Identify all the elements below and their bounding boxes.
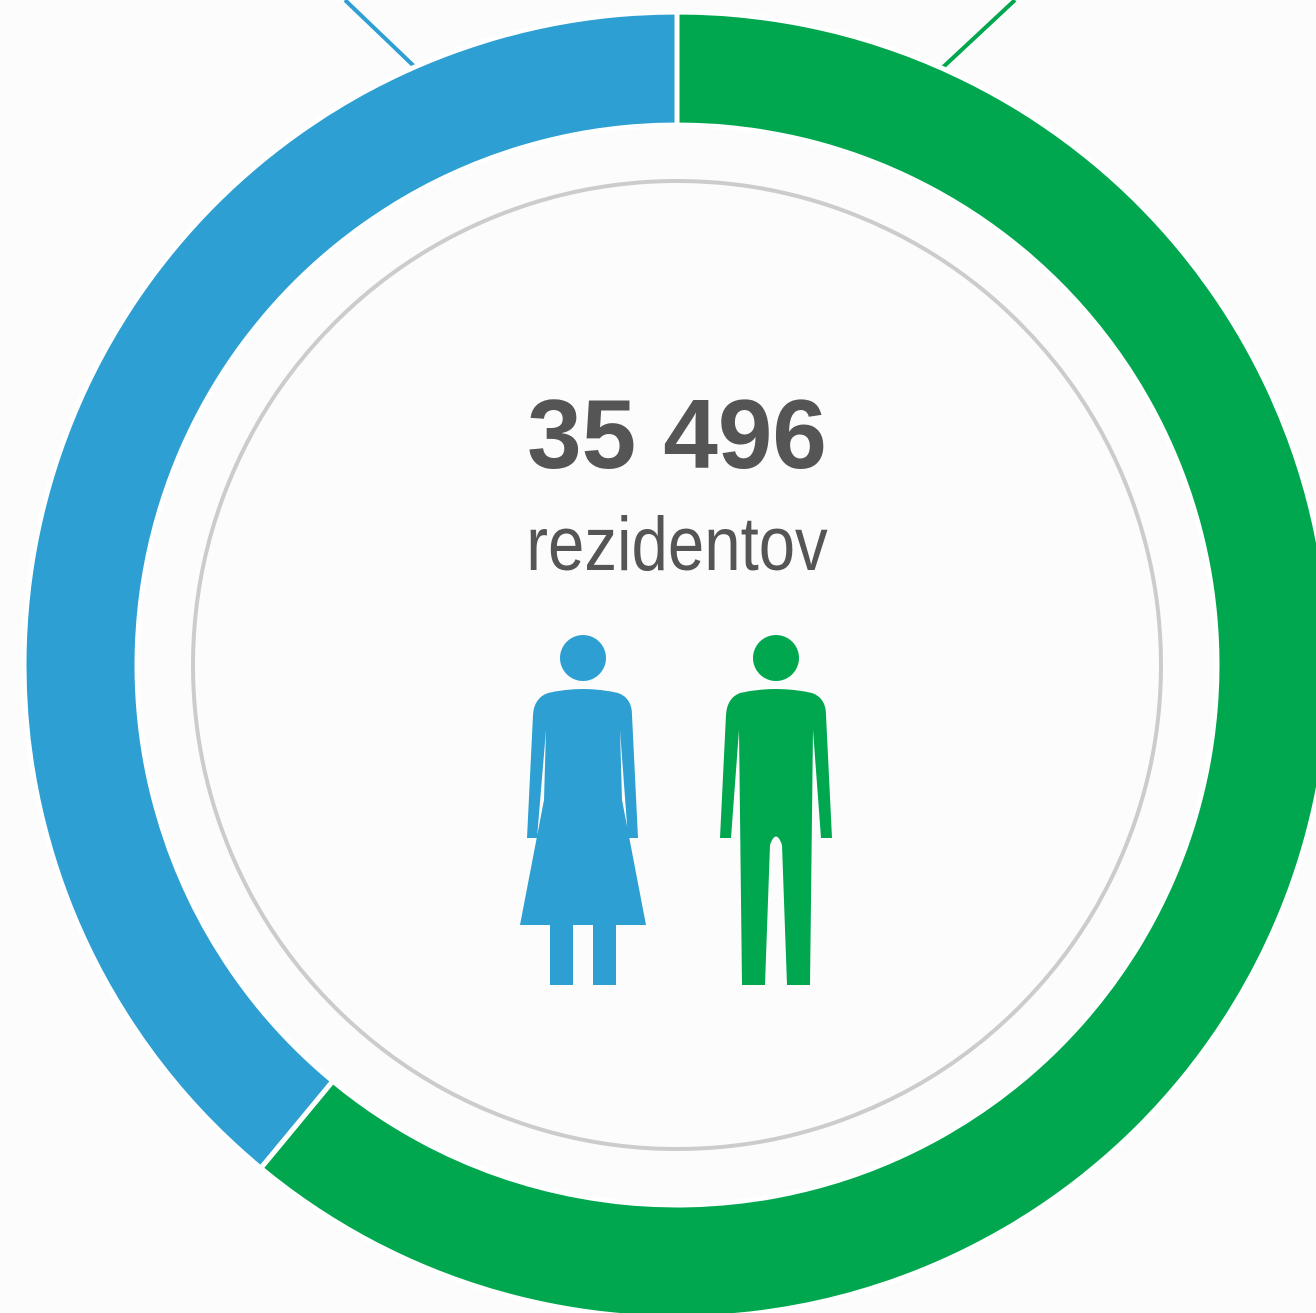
leader-line bbox=[938, 0, 1017, 72]
donut bbox=[21, 9, 1316, 1313]
donut-segment bbox=[21, 9, 680, 1172]
inner-circle bbox=[191, 179, 1163, 1151]
donut-segment bbox=[257, 9, 1316, 1313]
leader-line bbox=[343, 0, 420, 72]
center-value: 35 496 bbox=[527, 379, 827, 489]
center-label: rezidentov bbox=[526, 502, 828, 587]
woman-icon bbox=[520, 635, 646, 985]
man-icon bbox=[720, 635, 832, 985]
